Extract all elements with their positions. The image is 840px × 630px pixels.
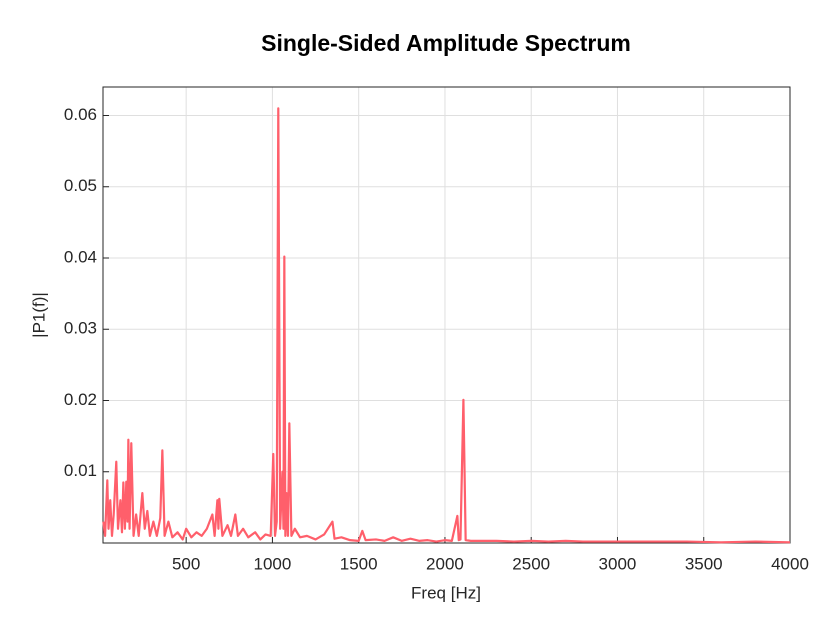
- x-axis-label: Freq [Hz]: [411, 583, 481, 602]
- y-tick-label: 0.06: [64, 105, 97, 124]
- x-tick-label: 2000: [426, 554, 464, 573]
- y-tick-label: 0.01: [64, 461, 97, 480]
- chart-title: Single-Sided Amplitude Spectrum: [261, 30, 631, 56]
- x-tick-label: 1000: [254, 554, 292, 573]
- x-tick-label: 500: [172, 554, 200, 573]
- x-tick-label: 1500: [340, 554, 378, 573]
- y-axis-label: |P1(f)|: [29, 292, 48, 338]
- y-tick-label: 0.04: [64, 247, 97, 266]
- x-tick-label: 3000: [599, 554, 637, 573]
- plot-frame: [102, 86, 791, 544]
- x-tick-label: 4000: [771, 554, 809, 573]
- y-tick-label: 0.03: [64, 319, 97, 338]
- x-tick-label: 2500: [512, 554, 550, 573]
- y-tick-label: 0.05: [64, 176, 97, 195]
- y-tick-label: 0.02: [64, 390, 97, 409]
- spectrum-line: [102, 107, 791, 544]
- x-tick-label: 3500: [685, 554, 723, 573]
